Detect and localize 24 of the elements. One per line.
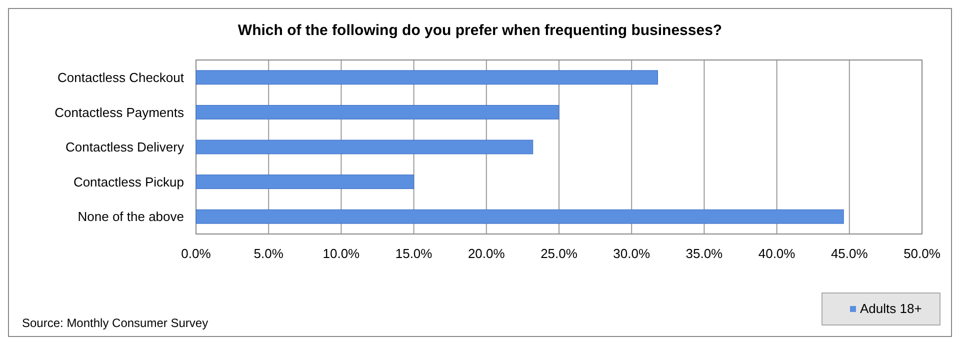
legend-label: Adults 18+ <box>860 301 922 316</box>
x-tick-label: 35.0% <box>686 246 724 261</box>
y-tick-label: Contactless Checkout <box>58 70 184 85</box>
x-tick-label: 30.0% <box>613 246 650 261</box>
x-tick-label: 0.0% <box>181 246 212 261</box>
y-tick-label: Contactless Pickup <box>73 174 184 190</box>
bar <box>196 104 560 120</box>
y-tick-label: Contactless Payments <box>54 104 184 120</box>
source-note: Source: Monthly Consumer Survey <box>22 316 208 330</box>
y-tick-label: None of the above <box>78 209 184 224</box>
bar <box>196 70 658 85</box>
bar <box>196 209 844 224</box>
bar <box>196 140 534 154</box>
bar <box>196 174 414 190</box>
x-tick-label: 40.0% <box>758 246 796 261</box>
x-tick-label: 45.0% <box>830 246 868 261</box>
x-tick-label: 20.0% <box>468 246 506 261</box>
x-tick-label: 5.0% <box>254 246 284 261</box>
chart-title: Which of the following do you prefer when frequenting businesses? <box>238 22 722 39</box>
x-tick-label: 50.0% <box>904 246 941 261</box>
x-tick-label: 25.0% <box>540 246 578 261</box>
y-tick-label: Contactless Delivery <box>66 140 184 155</box>
x-tick-label: 15.0% <box>395 246 433 261</box>
x-tick-label: 10.0% <box>322 246 360 261</box>
